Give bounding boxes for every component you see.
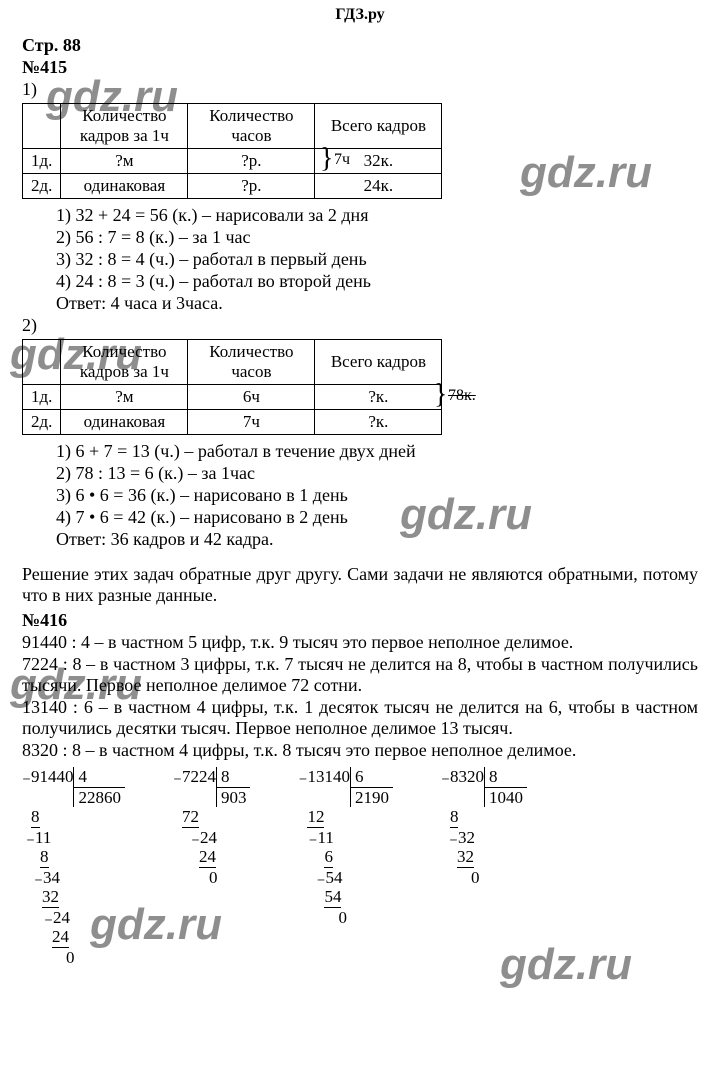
ld1-s2: 8	[40, 847, 49, 868]
ld1-s3: 34	[43, 868, 60, 887]
ld2-s3: 0	[209, 868, 218, 887]
ld3-s2: 6	[324, 847, 333, 868]
ld1-quot: 22860	[73, 788, 125, 808]
t2-r2c1: одинаковая	[61, 410, 188, 435]
t2-r1c2: 6ч	[188, 385, 315, 410]
p415-s2-l4: 4) 7 • 6 = 42 (к.) – нарисовано в 2 день	[56, 507, 698, 528]
ld4-quot: 1040	[484, 788, 527, 808]
ld3-s1: 11	[317, 828, 333, 847]
t1-h2: Количество часов	[188, 104, 315, 149]
ld1-s5: 24	[53, 908, 70, 927]
ld3-s4: 54	[324, 887, 341, 908]
ld1-s1: 11	[35, 828, 51, 847]
p415-s1-ans: Ответ: 4 часа и 3часа.	[56, 293, 698, 314]
part1-label: 1)	[22, 79, 698, 100]
brace-icon: }	[320, 143, 333, 175]
table-415-2: Количество кадров за 1ч Количество часов…	[22, 339, 442, 435]
p416-l3: 13140 : 6 – в частном 4 цифры, т.к. 1 де…	[22, 697, 698, 739]
site-header: ГДЗ.ру	[0, 0, 720, 24]
t1-h1: Количество кадров за 1ч	[61, 104, 188, 149]
t1-h0	[23, 104, 61, 149]
t2-r1c3: ?к.	[315, 385, 442, 410]
problem-415-number: №415	[22, 57, 698, 78]
t2-h0	[23, 340, 61, 385]
ld2-s0: 72	[182, 807, 199, 828]
ld4-s2: 32	[457, 847, 474, 868]
t1-r2c2: ?р.	[188, 174, 315, 199]
ld1-s0: 8	[31, 807, 40, 828]
ld2-dividend: 7224	[182, 767, 216, 786]
t1-r1c0: 1д.	[23, 149, 61, 174]
p416-l4: 8320 : 8 – в частном 4 цифры, т.к. 8 тыс…	[22, 740, 698, 761]
table-row: 1д. ?м ?р. 32к.	[23, 149, 442, 174]
ld4-dividend: 8320	[450, 767, 484, 786]
t1-r1c2: ?р.	[188, 149, 315, 174]
ld3-divisor: 6	[350, 767, 393, 788]
t1-h3: Всего кадров	[315, 104, 442, 149]
longdiv-2: ₋7224 8 903 72 ₋24 24 0	[173, 767, 250, 967]
t2-r1c0: 1д.	[23, 385, 61, 410]
p416-l1: 91440 : 4 – в частном 5 цифр, т.к. 9 тыс…	[22, 632, 698, 653]
ld4-divisor: 8	[484, 767, 527, 788]
p415-s2-l3: 3) 6 • 6 = 36 (к.) – нарисовано в 1 день	[56, 485, 698, 506]
t2-h1: Количество кадров за 1ч	[61, 340, 188, 385]
ld1-s7: 0	[66, 948, 75, 967]
ld1-divisor: 4	[73, 767, 125, 788]
t2-h3: Всего кадров	[315, 340, 442, 385]
ld2-quot: 903	[216, 788, 251, 808]
brace-total-2: 78к.	[448, 387, 476, 405]
ld3-s3: 54	[325, 868, 342, 887]
ld1-s4: 32	[42, 887, 59, 908]
ld2-s2: 24	[199, 847, 216, 868]
p415-s1-l1: 1) 32 + 24 = 56 (к.) – нарисовали за 2 д…	[56, 205, 698, 226]
ld3-s0: 12	[307, 807, 324, 828]
ld3-dividend: 13140	[307, 767, 350, 786]
p415-conclusion: Решение этих задач обратные друг другу. …	[22, 564, 698, 606]
page-ref: Стр. 88	[22, 35, 698, 56]
t1-r2c1: одинаковая	[61, 174, 188, 199]
p415-s2-l2: 2) 78 : 13 = 6 (к.) – за 1час	[56, 463, 698, 484]
p415-s2-ans: Ответ: 36 кадров и 42 кадра.	[56, 529, 698, 550]
ld3-s5: 0	[338, 908, 347, 927]
t2-r2c0: 2д.	[23, 410, 61, 435]
table-row: 2д. одинаковая ?р. 24к.	[23, 174, 442, 199]
table-415-1: Количество кадров за 1ч Количество часов…	[22, 103, 442, 199]
ld1-dividend: 91440	[31, 767, 74, 786]
t1-r1c1: ?м	[61, 149, 188, 174]
t2-r1c1: ?м	[61, 385, 188, 410]
p416-l2: 7224 : 8 – в частном 3 цифры, т.к. 7 тыс…	[22, 654, 698, 696]
brace-total-1: 7ч	[334, 151, 350, 169]
table-row: 2д. одинаковая 7ч ?к.	[23, 410, 442, 435]
t2-r2c3: ?к.	[315, 410, 442, 435]
table-row: 1д. ?м 6ч ?к.	[23, 385, 442, 410]
ld2-s1: 24	[200, 828, 217, 847]
t1-r2c0: 2д.	[23, 174, 61, 199]
t2-r2c2: 7ч	[188, 410, 315, 435]
ld1-s6: 24	[52, 927, 69, 948]
problem-416-number: №416	[22, 610, 698, 631]
longdiv-4: ₋8320 8 1040 8 ₋32 32 0	[441, 767, 527, 967]
page-content: Стр. 88 №415 1) Количество кадров за 1ч …	[0, 24, 720, 967]
ld4-s1: 32	[458, 828, 475, 847]
long-division-row: ₋91440 4 22860 8 ₋11 8 ₋34 32 ₋24 24 0 ₋…	[22, 767, 698, 967]
longdiv-1: ₋91440 4 22860 8 ₋11 8 ₋34 32 ₋24 24 0	[22, 767, 125, 967]
p415-s1-l4: 4) 24 : 8 = 3 (ч.) – работал во второй д…	[56, 271, 698, 292]
brace-icon: }	[434, 379, 447, 411]
part2-label: 2)	[22, 315, 698, 336]
ld2-divisor: 8	[216, 767, 251, 788]
ld3-quot: 2190	[350, 788, 393, 808]
t2-h2: Количество часов	[188, 340, 315, 385]
p415-s2-l1: 1) 6 + 7 = 13 (ч.) – работал в течение д…	[56, 441, 698, 462]
t1-r2c3: 24к.	[315, 174, 442, 199]
p415-s1-l3: 3) 32 : 8 = 4 (ч.) – работал в первый де…	[56, 249, 698, 270]
longdiv-3: ₋13140 6 2190 12 ₋11 6 ₋54 54 0	[298, 767, 392, 967]
ld4-s0: 8	[450, 807, 459, 828]
p415-s1-l2: 2) 56 : 7 = 8 (к.) – за 1 час	[56, 227, 698, 248]
ld4-s3: 0	[471, 868, 480, 887]
